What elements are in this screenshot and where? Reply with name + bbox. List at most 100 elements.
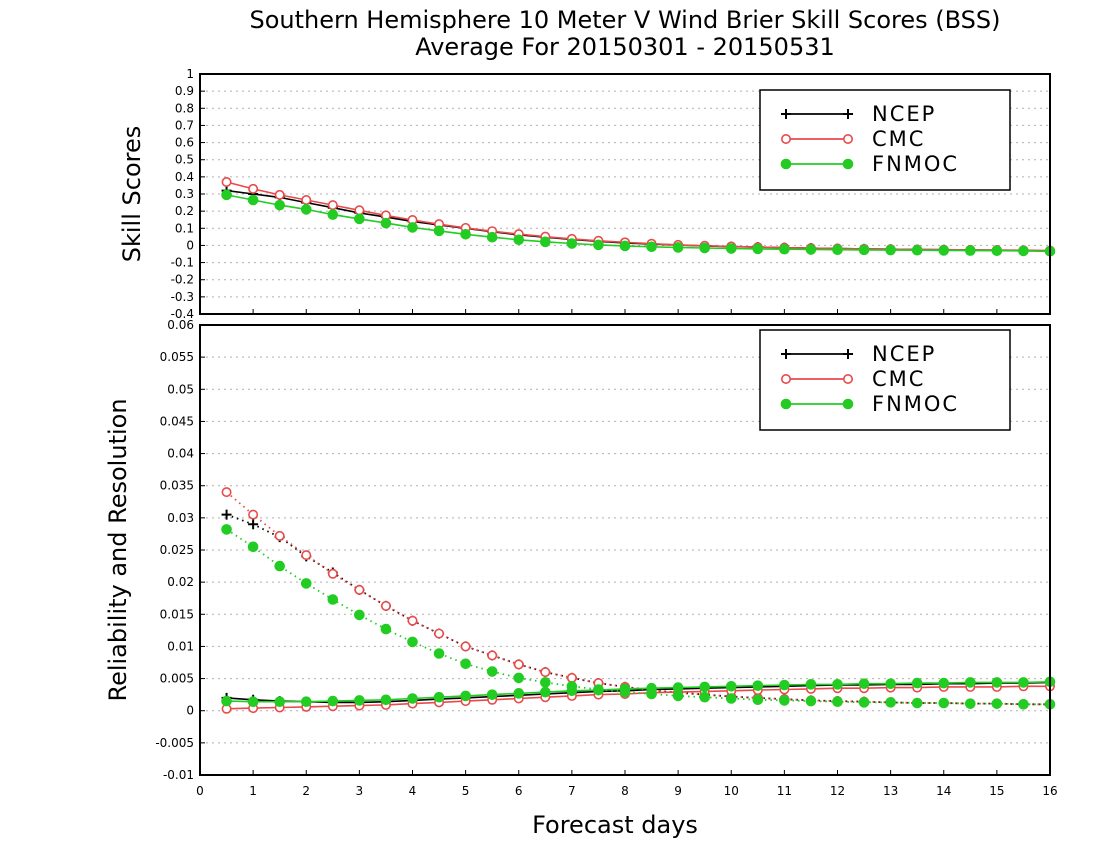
fnmoc-point: [911, 697, 923, 709]
fnmoc-point: [486, 231, 498, 243]
fnmoc-point: [300, 696, 312, 708]
fnmoc-point: [460, 228, 471, 240]
fnmoc-point: [779, 695, 790, 706]
series-ncep-dotted: [221, 509, 1055, 710]
y-tick-label: 0: [186, 238, 194, 252]
fnmoc-point: [327, 594, 339, 605]
legend-marker: [780, 398, 792, 410]
y-tick-label: 0.04: [167, 447, 194, 461]
y-tick-label: -0.4: [171, 307, 194, 321]
fnmoc-point: [274, 199, 285, 211]
y-tick-label: 0.1: [175, 221, 194, 235]
fnmoc-point: [566, 238, 578, 249]
fnmoc-point: [699, 691, 710, 703]
fnmoc-point: [300, 578, 312, 589]
fnmoc-point: [513, 688, 525, 699]
fnmoc-point: [646, 682, 657, 694]
fnmoc-point: [752, 243, 764, 255]
fnmoc-point: [725, 693, 737, 704]
y-tick-label: -0.3: [171, 290, 194, 304]
cmc-point: [434, 628, 445, 639]
fnmoc-point: [247, 696, 259, 708]
y-tick-label: 0.6: [175, 136, 194, 150]
y-tick-label: 0.055: [160, 350, 194, 364]
ncep-line: [226, 513, 1050, 706]
x-tick-label: 14: [936, 784, 951, 798]
fnmoc-point: [460, 658, 471, 670]
fnmoc-point: [699, 681, 710, 693]
fnmoc-point: [1018, 698, 1029, 710]
legend-box: [759, 89, 1011, 191]
legend-marker: [780, 134, 791, 145]
cmc-point: [248, 509, 259, 520]
fnmoc-point: [380, 623, 392, 635]
cmc-point: [487, 650, 498, 661]
fnmoc-point: [646, 241, 657, 253]
fnmoc-line: [226, 528, 1050, 706]
reliability-resolution-panel: -0.01 -0.005 0 0.005 0.01 0.015 0.02 0.025 0.03 0…: [104, 318, 1058, 839]
fnmoc-point: [938, 245, 950, 256]
cmc-line: [226, 491, 1050, 706]
legend-label-fnmoc: FNMOC: [872, 152, 959, 176]
fnmoc-point: [566, 685, 578, 697]
fnmoc-point: [832, 696, 843, 708]
cmc-point: [274, 189, 285, 200]
fnmoc-point: [885, 678, 896, 690]
series-fnmoc-dotted: [221, 524, 1056, 710]
fnmoc-point: [858, 678, 870, 690]
fnmoc-point: [327, 695, 339, 707]
x-tick-label: 13: [883, 784, 898, 798]
fnmoc-point: [247, 541, 259, 553]
fnmoc-point: [407, 222, 418, 233]
x-tick-label: 5: [462, 784, 470, 798]
y-tick-label: 1: [186, 67, 194, 81]
fnmoc-point: [354, 213, 365, 225]
fnmoc-point: [1018, 677, 1029, 688]
x-tick-label: 7: [568, 784, 576, 798]
y-tick-label: 0.2: [175, 204, 194, 218]
fnmoc-point: [380, 217, 392, 229]
fnmoc-point: [911, 677, 923, 689]
fnmoc-point: [991, 245, 1003, 257]
fnmoc-point: [832, 244, 843, 256]
fnmoc-point: [513, 234, 525, 246]
x-tick-label: 2: [302, 784, 310, 798]
y-tick-label: -0.1: [171, 256, 194, 270]
fnmoc-point: [725, 680, 737, 692]
y-tick-label: 0.7: [175, 118, 194, 132]
cmc-point: [513, 659, 524, 670]
fnmoc-point: [619, 240, 631, 252]
fnmoc-point: [274, 696, 285, 708]
cmc-point: [566, 672, 577, 683]
ncep-line: [226, 189, 1051, 252]
fnmoc-point: [433, 648, 445, 659]
x-tick-label: 10: [724, 784, 739, 798]
fnmoc-point: [380, 694, 392, 706]
y-axis-title: Skill Scores: [118, 126, 146, 263]
fnmoc-point: [407, 636, 418, 648]
fnmoc-point: [247, 194, 259, 206]
fnmoc-point: [513, 672, 525, 684]
y-tick-label: 0.5: [175, 153, 194, 167]
cmc-point: [274, 530, 285, 541]
fnmoc-point: [354, 695, 365, 706]
cmc-point: [327, 568, 338, 579]
fnmoc-point: [619, 683, 631, 695]
fnmoc-point: [965, 698, 976, 709]
fnmoc-point: [885, 244, 896, 256]
fnmoc-point: [274, 560, 285, 572]
fnmoc-point: [779, 679, 790, 691]
x-tick-label: 3: [356, 784, 364, 798]
legend-marker: [842, 398, 854, 410]
cmc-point: [354, 584, 365, 595]
cmc-point: [301, 550, 312, 561]
fnmoc-point: [327, 209, 339, 220]
legend-label-fnmoc: FNMOC: [872, 392, 959, 416]
fnmoc-point: [486, 666, 498, 677]
fnmoc-point: [300, 204, 312, 215]
x-tick-label: 16: [1042, 784, 1057, 798]
